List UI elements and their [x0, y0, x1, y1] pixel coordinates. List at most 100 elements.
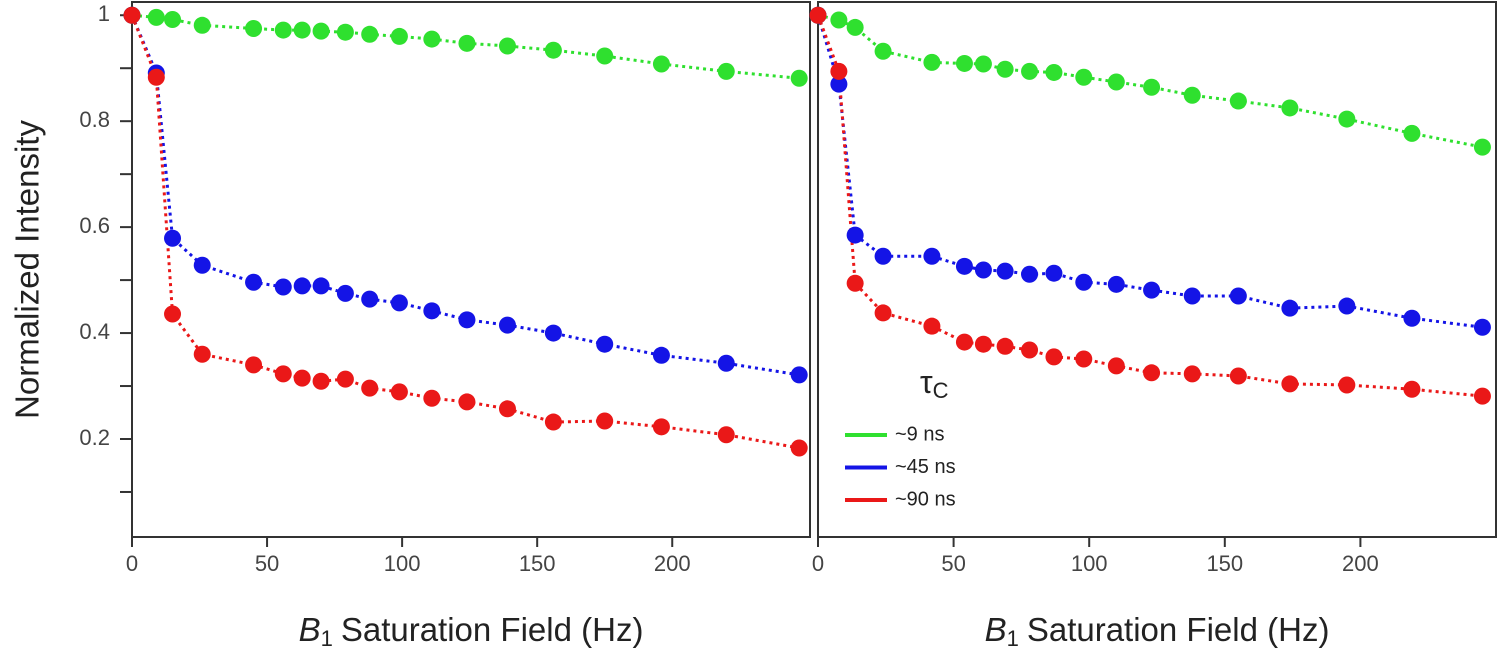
data-point	[1281, 375, 1299, 393]
data-point	[846, 18, 864, 36]
legend-label: ~9 ns	[895, 423, 944, 445]
data-point	[1107, 275, 1125, 293]
data-point	[274, 365, 292, 383]
data-point	[293, 21, 311, 39]
data-point	[790, 366, 808, 384]
data-point	[1281, 99, 1299, 117]
data-point	[1045, 264, 1063, 282]
data-point	[245, 356, 263, 374]
data-point	[390, 383, 408, 401]
x-tick-label: 50	[255, 551, 279, 576]
plot-frame	[817, 1, 1497, 538]
data-point	[1107, 357, 1125, 375]
x-tick-label: 100	[384, 551, 421, 576]
series-line	[816, 14, 1483, 329]
data-point	[336, 23, 354, 41]
data-point	[361, 379, 379, 397]
data-point	[790, 69, 808, 87]
data-point	[596, 47, 614, 65]
data-point	[274, 278, 292, 296]
data-point	[1229, 287, 1247, 305]
data-point	[544, 41, 562, 59]
legend-label: ~45 ns	[895, 456, 956, 478]
data-point	[458, 34, 476, 52]
label-symbol: B	[299, 611, 321, 648]
data-point	[312, 22, 330, 40]
data-point	[293, 277, 311, 295]
plot-frame	[131, 1, 811, 538]
data-point	[1021, 62, 1039, 80]
data-point	[1075, 350, 1093, 368]
data-point	[1183, 86, 1201, 104]
data-point	[498, 400, 516, 418]
data-point	[390, 27, 408, 45]
data-point	[874, 42, 892, 60]
data-point	[596, 335, 614, 353]
x-axis-label: B1 Saturation Field (Hz)	[985, 611, 1330, 651]
data-point	[923, 247, 941, 265]
data-point	[1045, 348, 1063, 366]
data-point	[361, 25, 379, 43]
x-tick-label: 100	[1071, 551, 1108, 576]
label-text: Saturation Field (Hz)	[341, 611, 644, 648]
data-point	[1021, 265, 1039, 283]
x-axis-label: B1 Saturation Field (Hz)	[299, 611, 644, 651]
y-tick-label: 0.8	[79, 107, 110, 132]
data-point	[423, 30, 441, 48]
x-tick-label: 150	[519, 551, 556, 576]
data-point	[193, 256, 211, 274]
label-subscript: 1	[321, 626, 333, 651]
legend-title-symbol: τ	[920, 364, 933, 400]
data-point	[193, 16, 211, 34]
data-point	[974, 55, 992, 73]
data-point	[652, 346, 670, 364]
data-point	[1403, 124, 1421, 142]
data-point	[164, 10, 182, 28]
data-point	[1229, 367, 1247, 385]
data-point	[147, 8, 165, 26]
data-point	[1143, 78, 1161, 96]
data-point	[458, 311, 476, 329]
data-point	[1107, 73, 1125, 91]
data-point	[1183, 365, 1201, 383]
data-point	[1281, 299, 1299, 317]
data-point	[790, 439, 808, 457]
data-point	[1229, 92, 1247, 110]
y-tick-label: 0.4	[79, 319, 110, 344]
data-point	[498, 37, 516, 55]
data-point	[312, 372, 330, 390]
data-point	[717, 426, 735, 444]
data-point	[423, 302, 441, 320]
data-point	[830, 62, 848, 80]
data-point	[996, 262, 1014, 280]
data-point	[717, 354, 735, 372]
data-point	[974, 261, 992, 279]
data-point	[1075, 273, 1093, 291]
data-point	[1021, 341, 1039, 359]
data-point	[809, 6, 827, 24]
series-line	[816, 14, 1483, 398]
data-point	[274, 21, 292, 39]
x-tick-label: 200	[654, 551, 691, 576]
y-axis-label: Normalized Intensity	[9, 120, 46, 419]
legend-label: ~90 ns	[895, 488, 956, 510]
data-point	[361, 290, 379, 308]
x-tick-label: 150	[1206, 551, 1243, 576]
data-point	[544, 413, 562, 431]
data-point	[123, 6, 141, 24]
data-point	[423, 389, 441, 407]
series-line	[130, 14, 800, 450]
data-point	[1143, 281, 1161, 299]
data-point	[245, 273, 263, 291]
data-point	[830, 75, 848, 93]
data-point	[336, 284, 354, 302]
y-tick-label: 0.2	[79, 425, 110, 450]
data-point	[1473, 387, 1491, 405]
data-point	[874, 304, 892, 322]
data-point	[1338, 297, 1356, 315]
x-tick-label: 50	[941, 551, 965, 576]
data-point	[1403, 309, 1421, 327]
data-point	[1473, 318, 1491, 336]
label-text: Saturation Field (Hz)	[1027, 611, 1330, 648]
x-tick-label: 0	[812, 551, 824, 576]
